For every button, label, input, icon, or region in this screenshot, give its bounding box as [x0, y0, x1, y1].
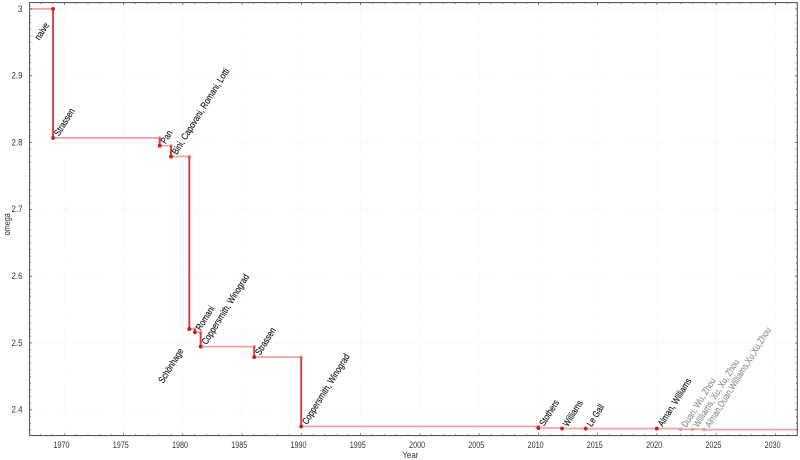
- svg-text:3: 3: [18, 4, 23, 14]
- svg-text:2030: 2030: [765, 440, 781, 450]
- svg-text:2.7: 2.7: [12, 204, 23, 214]
- svg-text:1980: 1980: [172, 440, 188, 450]
- svg-text:omega: omega: [2, 213, 12, 235]
- svg-text:1995: 1995: [350, 440, 366, 450]
- svg-text:2.9: 2.9: [12, 71, 23, 81]
- svg-text:2025: 2025: [705, 440, 721, 450]
- svg-text:2005: 2005: [468, 440, 484, 450]
- svg-text:1985: 1985: [231, 440, 247, 450]
- svg-text:1975: 1975: [113, 440, 129, 450]
- svg-text:2.8: 2.8: [12, 137, 23, 147]
- svg-text:2020: 2020: [646, 440, 662, 450]
- svg-text:2015: 2015: [587, 440, 603, 450]
- svg-text:2000: 2000: [409, 440, 425, 450]
- svg-text:1990: 1990: [291, 440, 307, 450]
- svg-text:2.6: 2.6: [12, 271, 23, 281]
- svg-text:2010: 2010: [528, 440, 544, 450]
- svg-text:2.5: 2.5: [12, 338, 23, 348]
- svg-text:1970: 1970: [54, 440, 70, 450]
- svg-text:2.4: 2.4: [12, 405, 23, 415]
- svg-text:Year: Year: [402, 450, 418, 460]
